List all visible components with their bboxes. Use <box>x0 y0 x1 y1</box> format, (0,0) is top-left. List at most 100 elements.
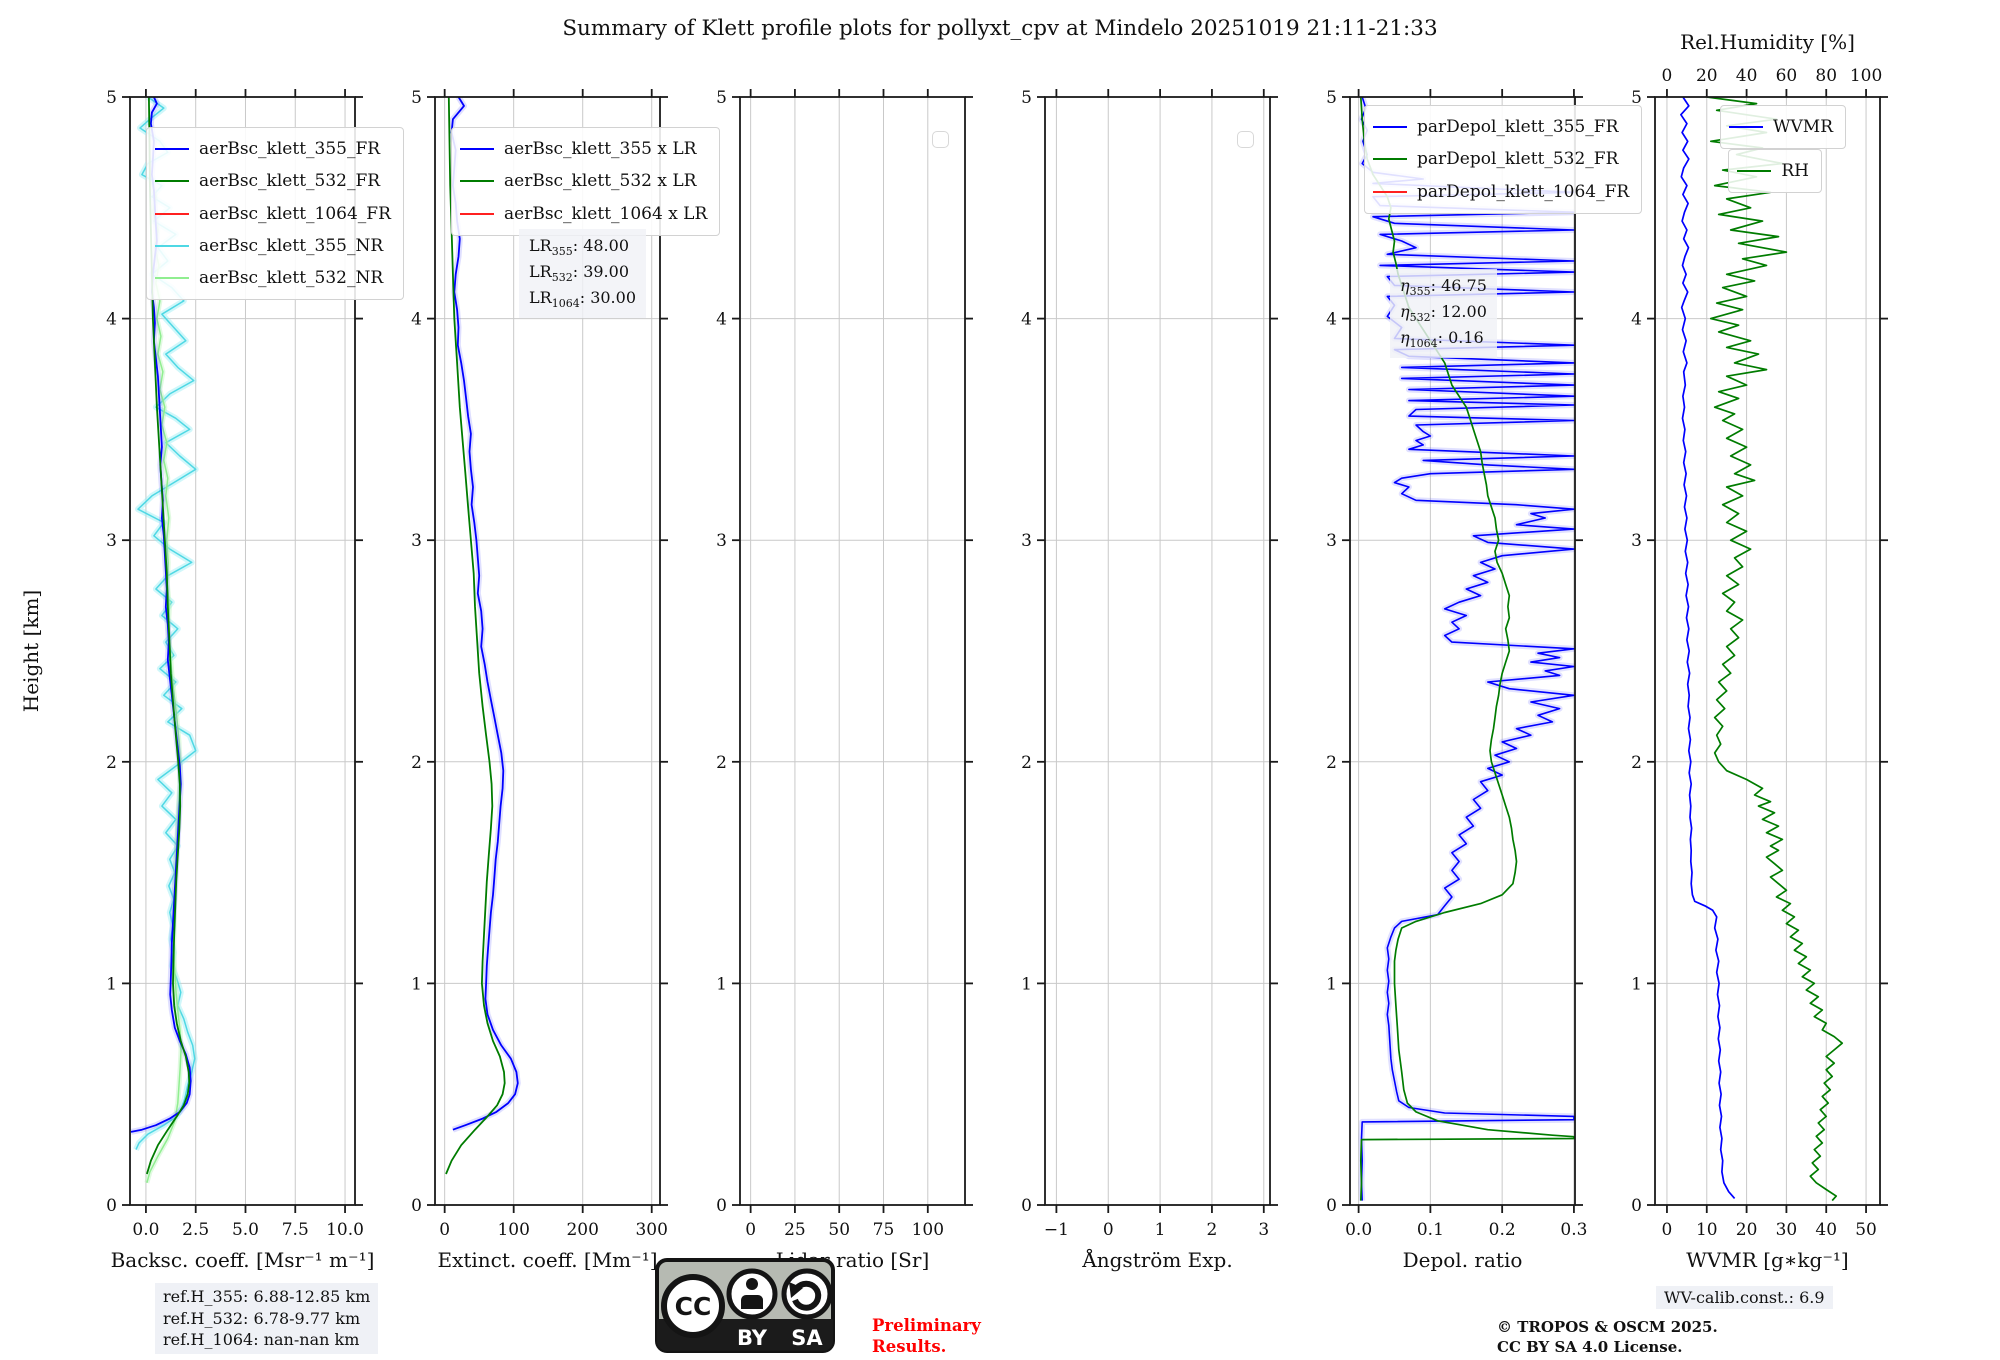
legend-label: aerBsc_klett_1064_FR <box>199 203 391 224</box>
x-tick-label: 7.5 <box>282 1220 309 1240</box>
top-x-tick-label: 100 <box>1850 66 1882 86</box>
annotation-line: η1064: 0.16 <box>1400 328 1484 351</box>
x-tick-label: 2 <box>1207 1220 1218 1240</box>
extinction-coefficient-panel: 0 100 200 300 0 1 2 3 4 5 Extinct. coeff. [Mm⁻¹] ae… <box>411 88 721 1272</box>
x-tick-label: 300 <box>635 1220 667 1240</box>
annotation-line: LR532: 39.00 <box>529 262 629 285</box>
y-tick-label: 1 <box>1021 974 1032 994</box>
y-tick-label: 5 <box>106 88 117 108</box>
legend-line-swatch <box>460 148 494 151</box>
legend: WVMR <box>1720 105 1846 150</box>
y-tick-label: 4 <box>716 310 727 330</box>
legend-entry: aerBsc_klett_532_NR <box>155 262 391 294</box>
x-tick-label: 20 <box>1736 1220 1758 1240</box>
legend-line-swatch <box>155 277 189 280</box>
y-tick-label: 0 <box>1021 1196 1032 1216</box>
legend-label: parDepol_klett_1064_FR <box>1417 181 1630 202</box>
share-alike-icon <box>781 1268 833 1320</box>
y-tick-label: 3 <box>106 531 117 551</box>
x-tick-label: 0 <box>1662 1220 1673 1240</box>
legend-line-swatch <box>460 180 494 183</box>
legend-label: aerBsc_klett_1064 x LR <box>504 203 708 224</box>
legend-entry: aerBsc_klett_1064_FR <box>155 198 391 230</box>
x-tick-label: 5.0 <box>232 1220 259 1240</box>
x-tick-label: 25 <box>784 1220 806 1240</box>
legend-entry: parDepol_klett_355_FR <box>1373 111 1629 143</box>
annotation-line: η355: 46.75 <box>1400 276 1487 299</box>
top-x-axis-label: Rel.Humidity [%] <box>1680 30 1855 54</box>
person-icon <box>726 1268 778 1320</box>
y-tick-label: 0 <box>716 1196 727 1216</box>
x-tick-label: 100 <box>912 1220 944 1240</box>
legend-entry: RH <box>1737 155 1809 187</box>
legend-entry: aerBsc_klett_355_NR <box>155 230 391 262</box>
series-WVMR <box>1680 97 1736 1199</box>
legend-line-swatch <box>155 212 189 215</box>
x-axis-label: Backsc. coeff. [Msr⁻¹ m⁻¹] <box>111 1248 375 1272</box>
y-tick-label: 2 <box>716 753 727 773</box>
x-tick-label: 0.2 <box>1489 1220 1516 1240</box>
y-tick-label: 5 <box>1021 88 1032 108</box>
legend-entry: aerBsc_klett_355 x LR <box>460 133 707 165</box>
y-tick-label: 1 <box>716 974 727 994</box>
y-tick-label: 5 <box>716 88 727 108</box>
annotation-box: η355: 46.75 η532: 12.00 η1064: 0.16 <box>1390 269 1497 358</box>
x-tick-label: 10.0 <box>326 1220 364 1240</box>
y-tick-label: 1 <box>411 974 422 994</box>
y-tick-label: 1 <box>106 974 117 994</box>
x-tick-label: −1 <box>1044 1220 1069 1240</box>
y-tick-label: 2 <box>1631 753 1642 773</box>
legend: parDepol_klett_355_FR parDepol_klett_532_… <box>1364 105 1643 214</box>
y-tick-label: 5 <box>411 88 422 108</box>
extinction-coefficient-panel-plot: 0 100 200 300 0 1 2 3 4 5 Extinct. coeff. [Mm⁻¹] <box>411 88 668 1272</box>
series-aerBsc_klett_532 x LR <box>445 97 506 1175</box>
depolarization-ratio-panel: 0.0 0.1 0.2 0.3 0 1 2 3 4 5 Depol. ratio parDepol_k… <box>1326 88 1643 1272</box>
legend-label: aerBsc_klett_532_FR <box>199 171 381 192</box>
depolarization-ratio-panel-plot: 0.0 0.1 0.2 0.3 0 1 2 3 4 5 Depol. ratio <box>1326 88 1587 1272</box>
y-tick-label: 3 <box>1021 531 1032 551</box>
legend-entry: aerBsc_klett_532 x LR <box>460 165 707 197</box>
y-tick-label: 2 <box>1326 753 1337 773</box>
y-tick-label: 5 <box>1631 88 1642 108</box>
x-tick-label: 50 <box>828 1220 850 1240</box>
legend-entry: aerBsc_klett_355_FR <box>155 133 391 165</box>
top-x-tick-label: 20 <box>1696 66 1718 86</box>
x-tick-label: 0.0 <box>1345 1220 1372 1240</box>
series-RH <box>1706 97 1844 1202</box>
legend-entry: aerBsc_klett_1064 x LR <box>460 198 707 230</box>
legend-label: WVMR <box>1773 117 1833 137</box>
annotation-line: η532: 12.00 <box>1400 302 1487 325</box>
svg-text:CC: CC <box>675 1292 712 1321</box>
y-tick-label: 0 <box>1326 1196 1337 1216</box>
y-tick-label: 2 <box>106 753 117 773</box>
copyright-note: © TROPOS & OSCM 2025. CC BY SA 4.0 Licen… <box>1497 1318 1718 1356</box>
y-tick-label: 3 <box>411 531 422 551</box>
legend-line-swatch <box>460 212 494 215</box>
x-tick-label: 0 <box>745 1220 756 1240</box>
legend: aerBsc_klett_355 x LR aerBsc_klett_532 x … <box>451 127 721 236</box>
legend-label: aerBsc_klett_355 x LR <box>504 139 697 159</box>
top-x-tick-label: 40 <box>1736 66 1758 86</box>
cc-icon: CC <box>661 1274 725 1338</box>
x-axis-label: Ångström Exp. <box>1081 1247 1232 1272</box>
reference-heights-note: ref.H_355: 6.88-12.85 km ref.H_532: 6.78… <box>155 1283 379 1354</box>
wvmr-rh-panel: 0 10 20 30 40 50 0 20 40 60 80 100 0 1 2 3 4 5 WVMR [g∗kg⁻… <box>1631 30 1888 1272</box>
legend-label: aerBsc_klett_532 x LR <box>504 171 697 192</box>
top-x-tick-label: 80 <box>1815 66 1837 86</box>
x-tick-label: 50 <box>1855 1220 1877 1240</box>
x-tick-label: 0 <box>439 1220 450 1240</box>
svg-text:BY: BY <box>737 1326 768 1350</box>
angstrom-exponent-panel-plot: −1 0 1 2 3 0 1 2 3 4 5 Ångström Exp. <box>1021 88 1278 1272</box>
backscatter-coefficient-panel: 0.0 2.5 5.0 7.5 10.0 0 1 2 3 4 5 Backsc. coeff. [Ms… <box>19 88 404 1272</box>
cc-by-sa-badge: CC BY SA <box>655 1258 835 1353</box>
legend-label: RH <box>1781 161 1809 181</box>
legend-line-swatch <box>1729 126 1764 129</box>
top-x-tick-label: 60 <box>1776 66 1798 86</box>
annotation-line: LR355: 48.00 <box>529 236 629 259</box>
svg-text:SA: SA <box>791 1326 823 1350</box>
annotation-box: LR355: 48.00 LR532: 39.00 LR1064: 30.00 <box>519 229 646 318</box>
preliminary-results-note: Preliminary Results. <box>872 1316 981 1356</box>
legend-line-swatch <box>155 245 189 248</box>
